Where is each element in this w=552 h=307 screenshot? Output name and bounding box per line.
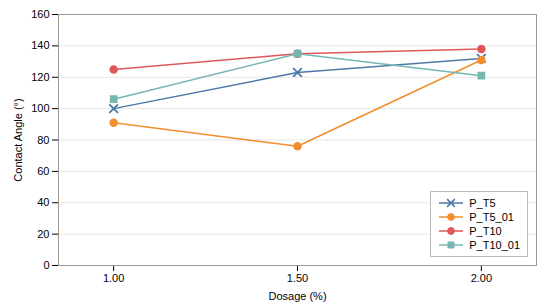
html-text:P_T5: P_T5 [469, 197, 496, 209]
svg-text:1.00: 1.00 [103, 272, 124, 284]
svg-text:2.00: 2.00 [471, 272, 492, 284]
svg-text:60: 60 [37, 165, 49, 177]
html-text:P_T10: P_T10 [469, 225, 502, 237]
html-text:P_T5_01: P_T5_01 [469, 211, 514, 223]
svg-text:0: 0 [43, 259, 49, 271]
svg-text:140: 140 [31, 39, 49, 51]
svg-text:160: 160 [31, 8, 49, 20]
svg-text:1.50: 1.50 [287, 272, 308, 284]
svg-text:Dosage (%): Dosage (%) [268, 290, 326, 302]
svg-text:100: 100 [31, 102, 49, 114]
svg-text:20: 20 [37, 228, 49, 240]
svg-text:80: 80 [37, 134, 49, 146]
svg-text:40: 40 [37, 196, 49, 208]
html-text:P_T10_01: P_T10_01 [469, 239, 520, 251]
svg-text:Contact Angle (°): Contact Angle (°) [12, 98, 24, 181]
svg-text:120: 120 [31, 71, 49, 83]
